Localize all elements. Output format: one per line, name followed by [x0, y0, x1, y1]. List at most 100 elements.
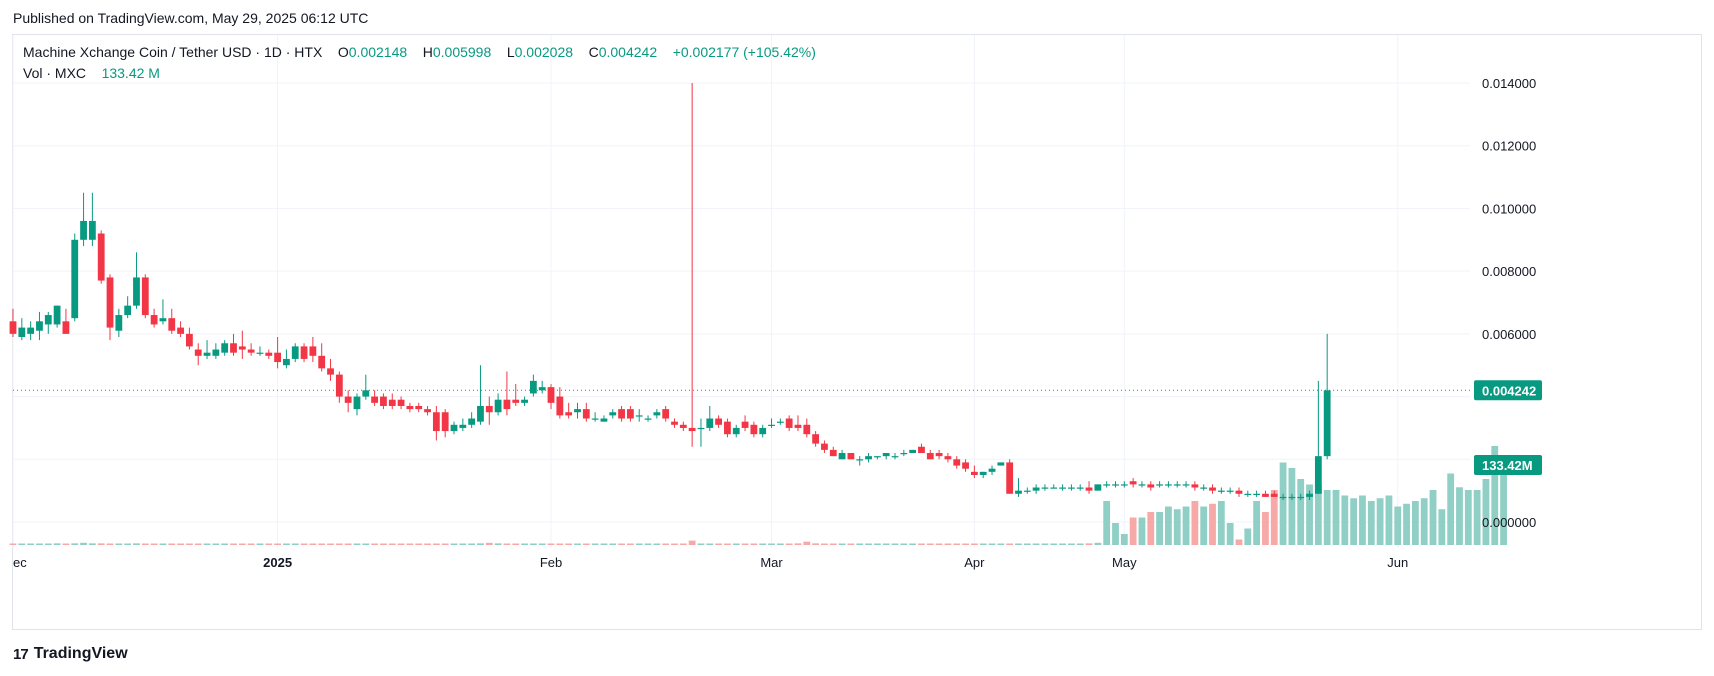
- candle-body: [979, 471, 987, 475]
- volume-bar: [71, 543, 79, 545]
- volume-bar: [406, 543, 414, 545]
- time-tick-label: 2025: [263, 555, 292, 570]
- candle-body: [953, 459, 961, 466]
- volume-bar: [380, 543, 387, 545]
- current-volume-badge: [1474, 455, 1542, 475]
- volume-bar: [335, 543, 343, 545]
- volume-legend: Vol · MXC 133.42 M: [23, 65, 160, 81]
- candle-body: [671, 421, 678, 425]
- candle-body: [1059, 487, 1066, 489]
- volume-bar: [847, 543, 855, 545]
- volume-bar: [1094, 542, 1102, 545]
- candle-body: [238, 346, 246, 350]
- ohlc-legend: Machine Xchange Coin / Tether USD · 1D ·…: [23, 44, 816, 60]
- volume-bar: [1147, 512, 1155, 545]
- volume-bar: [1279, 462, 1287, 545]
- candle-body: [1156, 484, 1163, 486]
- candle-body: [450, 424, 458, 432]
- time-tick-label: Jun: [1387, 555, 1408, 570]
- candle-body: [477, 405, 484, 422]
- candle-body: [177, 327, 184, 334]
- symbol-title[interactable]: Machine Xchange Coin / Tether USD · 1D ·…: [23, 44, 323, 60]
- volume-bar: [635, 543, 643, 545]
- volume-bar: [1385, 495, 1393, 545]
- volume-bar: [653, 543, 661, 545]
- volume-bar: [776, 543, 784, 545]
- volume-bar: [944, 543, 952, 545]
- volume-bar: [194, 543, 202, 545]
- price-tick-label: 0.000000: [1482, 515, 1536, 530]
- candle-body: [644, 418, 652, 420]
- candle-body: [547, 387, 555, 403]
- candle-body: [724, 421, 731, 435]
- candle-body: [741, 421, 749, 428]
- volume-label[interactable]: Vol · MXC: [23, 65, 87, 81]
- candle-body: [1068, 487, 1075, 489]
- volume-bar: [679, 543, 687, 545]
- candle-body: [53, 305, 61, 325]
- volume-bar: [80, 542, 87, 545]
- volume-bar: [644, 543, 652, 545]
- candle-body: [203, 352, 211, 356]
- candle-body: [274, 352, 281, 363]
- open-label: O: [337, 44, 349, 60]
- candle-body: [212, 349, 220, 356]
- candle-body: [935, 453, 943, 457]
- candle-body: [944, 456, 952, 460]
- candle-body: [415, 405, 423, 410]
- candle-body: [291, 346, 299, 359]
- candle-body: [918, 446, 925, 454]
- price-tick-label: 0.006000: [1482, 327, 1536, 342]
- volume-bar: [1306, 484, 1313, 545]
- volume-bar: [1182, 506, 1190, 545]
- volume-bar: [1403, 503, 1410, 545]
- volume-bar: [371, 543, 379, 545]
- candle-body: [318, 355, 326, 369]
- current-price-badge: [1474, 380, 1542, 401]
- volume-bar: [485, 542, 493, 545]
- volume-bar: [900, 543, 908, 545]
- candle-body: [900, 453, 908, 455]
- volume-bar: [291, 543, 299, 545]
- tradingview-mark-icon: 17: [13, 645, 29, 663]
- volume-bar: [1076, 543, 1084, 545]
- volume-bar: [115, 543, 123, 545]
- volume-bar: [512, 543, 520, 545]
- volume-bar: [18, 543, 26, 545]
- volume-bar: [582, 543, 590, 545]
- volume-bar: [1288, 468, 1296, 545]
- candle-body: [821, 443, 828, 450]
- volume-bar: [1429, 490, 1437, 545]
- volume-bar: [1323, 490, 1331, 545]
- volume-bar: [1112, 523, 1119, 545]
- candle-body: [565, 412, 573, 416]
- candle-body: [141, 277, 149, 316]
- candle-body: [529, 380, 537, 394]
- volume-bar: [1050, 543, 1058, 545]
- volume-bar: [759, 543, 767, 545]
- volume-bar: [891, 543, 899, 545]
- candle-body: [582, 409, 590, 419]
- candle-body: [388, 399, 396, 406]
- volume-bar: [609, 543, 617, 545]
- candle-body: [97, 233, 105, 281]
- candle-body: [1323, 390, 1331, 457]
- volume-bar: [1420, 498, 1428, 545]
- candle-body: [133, 277, 140, 306]
- candle-body: [609, 412, 617, 416]
- volume-bar: [1447, 473, 1455, 545]
- volume-bar: [353, 543, 361, 545]
- volume-bar: [926, 543, 934, 545]
- volume-bar: [1129, 517, 1137, 545]
- candle-body: [856, 459, 864, 461]
- candle-body: [1253, 493, 1261, 495]
- candle-body: [18, 327, 26, 337]
- volume-bar: [1332, 490, 1340, 545]
- tradingview-logo[interactable]: 17 TradingView: [13, 645, 128, 663]
- volume-bar: [671, 543, 678, 545]
- candle-body: [124, 305, 132, 316]
- volume-bar: [415, 543, 423, 545]
- low-label: L: [506, 44, 515, 60]
- price-tick-label: 0.008000: [1482, 264, 1536, 279]
